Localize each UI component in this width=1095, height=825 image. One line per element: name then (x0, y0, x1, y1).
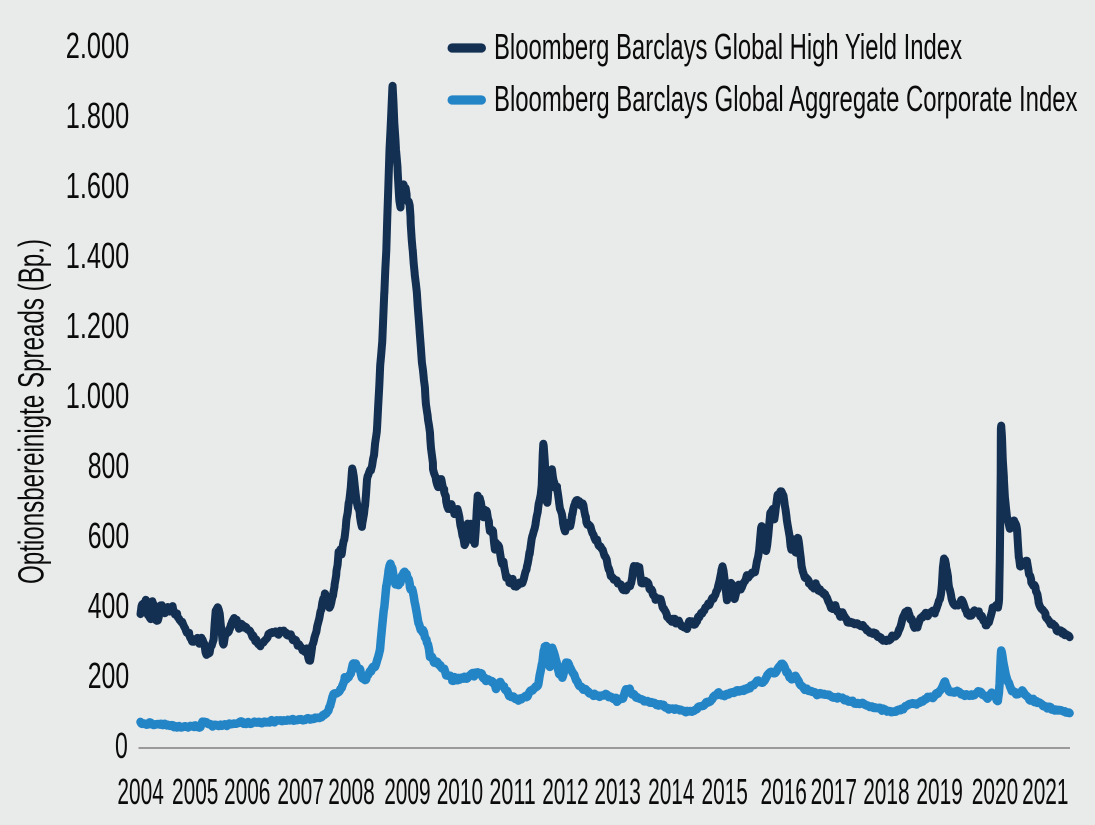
svg-text:400: 400 (88, 585, 130, 626)
svg-text:1.000: 1.000 (66, 375, 129, 416)
svg-text:2020: 2020 (972, 771, 1018, 812)
svg-text:2018: 2018 (863, 771, 909, 812)
svg-text:2007: 2007 (277, 771, 323, 812)
svg-text:600: 600 (88, 515, 130, 556)
svg-text:2013: 2013 (594, 771, 640, 812)
svg-text:2015: 2015 (702, 771, 748, 812)
svg-text:2016: 2016 (761, 771, 807, 812)
svg-text:800: 800 (88, 445, 130, 486)
svg-text:2017: 2017 (811, 771, 857, 812)
svg-text:200: 200 (88, 655, 130, 696)
svg-text:Optionsbereinigte Spreads (Bp.: Optionsbereinigte Spreads (Bp.) (11, 239, 52, 584)
svg-text:1.200: 1.200 (66, 305, 129, 346)
svg-text:2008: 2008 (328, 771, 374, 812)
svg-text:2021: 2021 (1022, 771, 1068, 812)
svg-text:2019: 2019 (916, 771, 962, 812)
svg-text:2005: 2005 (172, 771, 218, 812)
svg-text:2012: 2012 (542, 771, 588, 812)
svg-text:2010: 2010 (437, 771, 483, 812)
svg-text:2009: 2009 (384, 771, 430, 812)
svg-text:1.600: 1.600 (66, 165, 129, 206)
svg-text:0: 0 (115, 725, 128, 766)
svg-text:2004: 2004 (117, 771, 163, 812)
svg-text:2.000: 2.000 (66, 25, 129, 66)
svg-text:1.800: 1.800 (66, 95, 129, 136)
svg-text:2011: 2011 (489, 771, 535, 812)
svg-text:1.400: 1.400 (66, 235, 129, 276)
svg-text:Bloomberg Barclays Global High: Bloomberg Barclays Global High Yield Ind… (494, 26, 962, 67)
svg-text:Bloomberg Barclays Global Aggr: Bloomberg Barclays Global Aggregate Corp… (494, 78, 1078, 119)
svg-text:2006: 2006 (224, 771, 270, 812)
svg-text:2014: 2014 (648, 771, 694, 812)
